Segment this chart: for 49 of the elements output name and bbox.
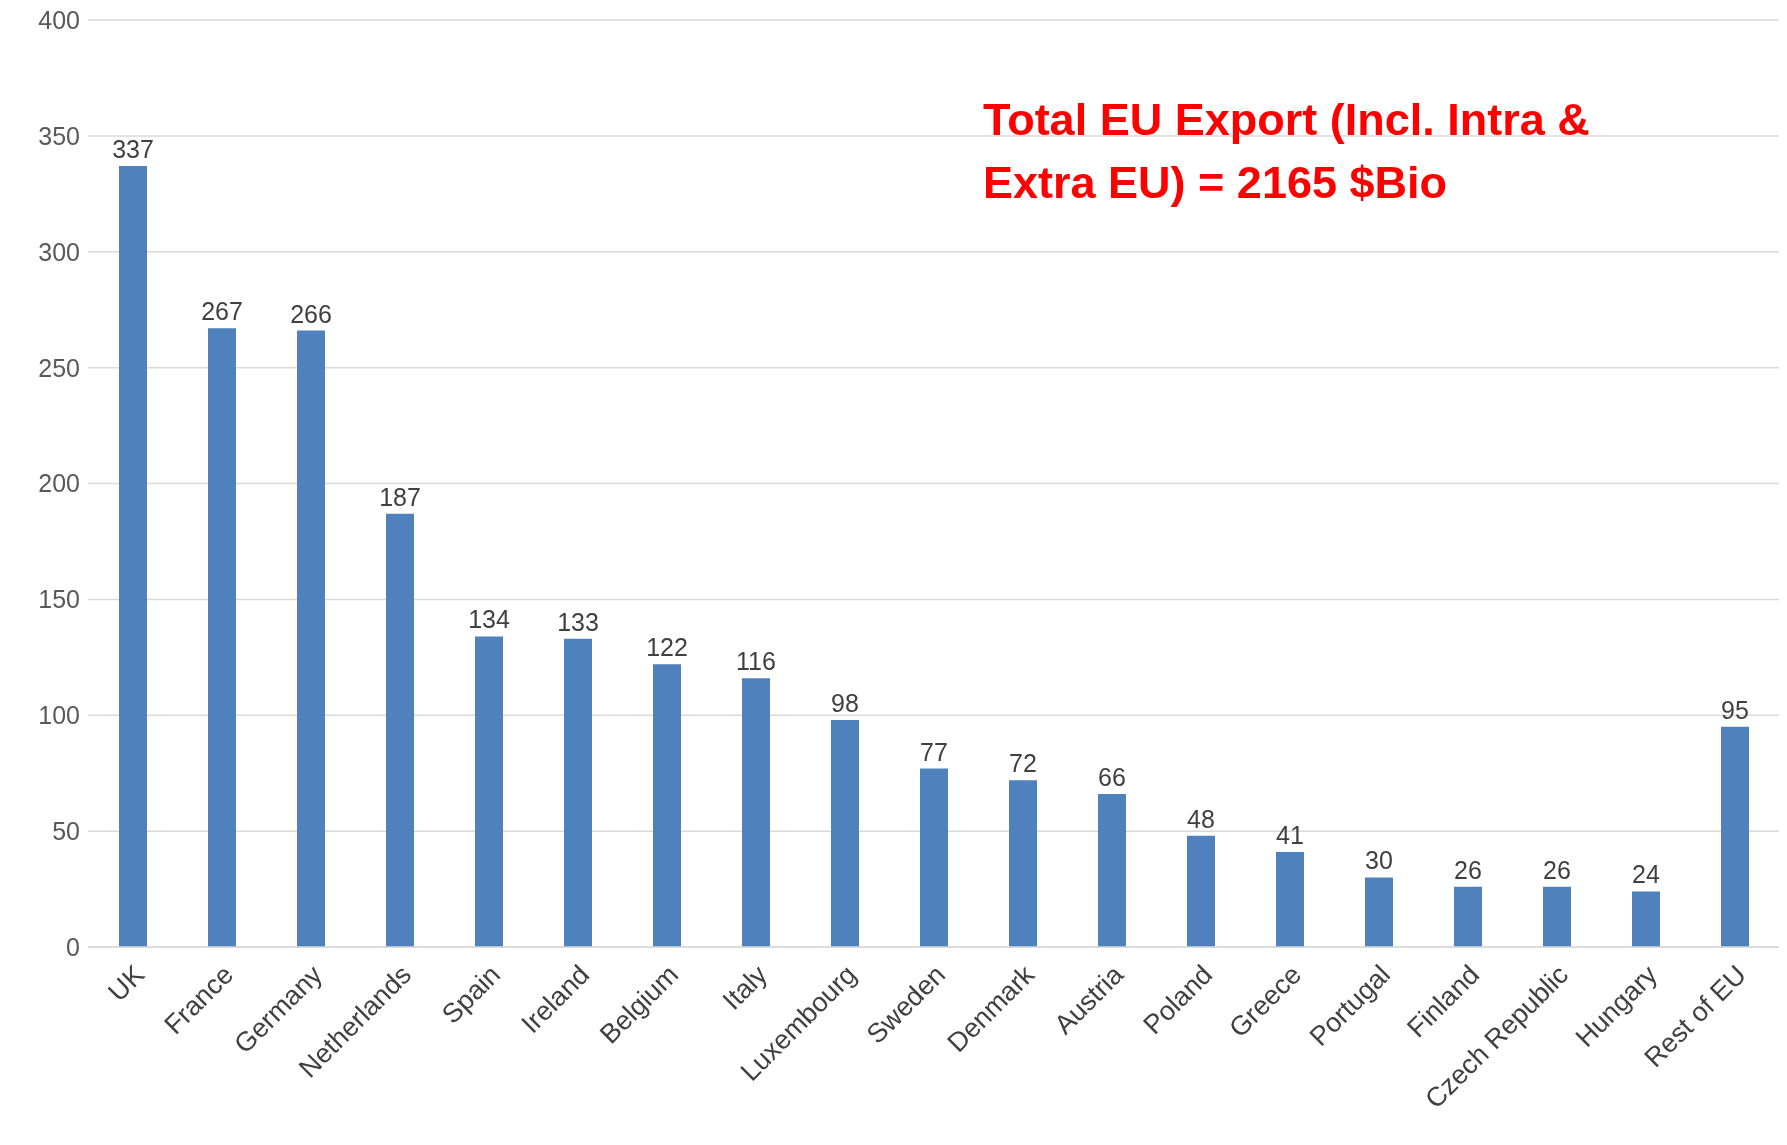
bar [1543, 886, 1571, 947]
data-label: 134 [468, 605, 510, 634]
y-tick-label: 200 [38, 469, 80, 498]
y-tick-label: 400 [38, 5, 80, 34]
data-label: 26 [1543, 855, 1571, 884]
y-tick-label: 100 [38, 701, 80, 730]
data-label: 30 [1365, 846, 1393, 875]
data-label: 133 [557, 607, 599, 636]
data-label: 24 [1632, 860, 1660, 889]
data-label: 41 [1276, 820, 1304, 849]
bar [1187, 835, 1215, 947]
data-label: 72 [1009, 749, 1037, 778]
data-label: 26 [1454, 855, 1482, 884]
bar [831, 719, 859, 947]
annotation: Total EU Export (Incl. Intra & Extra EU) = 2165 $Bio [983, 93, 1591, 210]
data-label: 267 [201, 297, 243, 326]
bar [297, 330, 325, 947]
data-label: 116 [736, 647, 776, 676]
x-tick-label: UK [102, 959, 151, 1008]
bar [1632, 891, 1660, 947]
data-label: 66 [1098, 763, 1126, 792]
bar [1276, 851, 1304, 947]
bar [208, 328, 236, 947]
y-tick-label: 0 [66, 932, 80, 961]
y-tick-label: 250 [38, 353, 80, 382]
bar [1098, 794, 1126, 947]
data-label: 95 [1721, 695, 1749, 724]
bar [1454, 886, 1482, 947]
bar [564, 638, 592, 947]
data-label: 266 [290, 299, 332, 328]
bar [920, 768, 948, 947]
y-tick-label: 300 [38, 237, 80, 266]
bar [119, 166, 147, 947]
y-tick-label: 350 [38, 121, 80, 150]
bar [1009, 780, 1037, 947]
data-label: 77 [920, 737, 948, 766]
data-label: 337 [112, 135, 154, 163]
bar [1721, 726, 1749, 947]
bar [1365, 877, 1393, 947]
bar [386, 513, 414, 947]
data-label: 98 [831, 688, 859, 717]
data-label: 122 [646, 633, 688, 662]
data-label: 48 [1187, 804, 1215, 833]
bar [653, 664, 681, 947]
y-tick-label: 150 [38, 585, 80, 614]
y-tick-label: 50 [52, 817, 80, 845]
bar [475, 636, 503, 947]
bar [742, 678, 770, 947]
data-label: 187 [379, 482, 421, 511]
